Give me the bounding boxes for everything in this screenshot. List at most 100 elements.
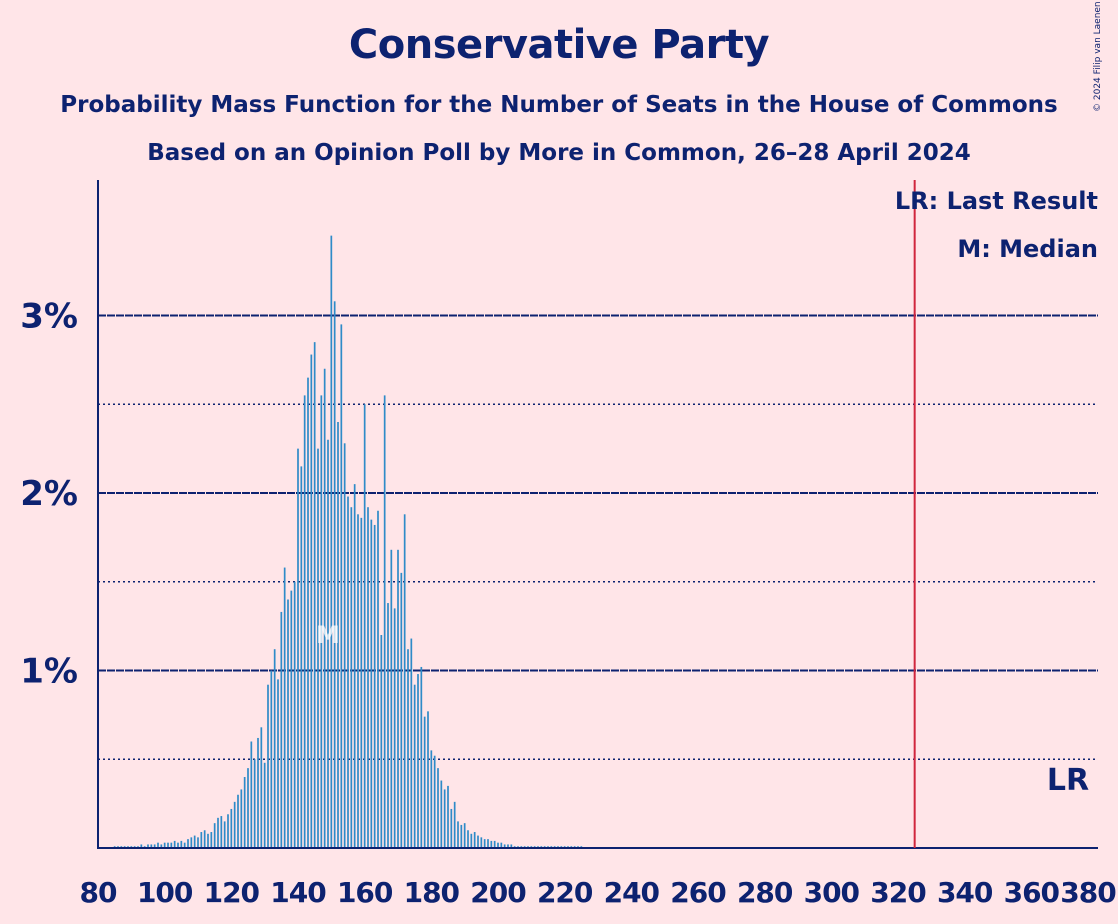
bar-seats-135 xyxy=(280,611,283,848)
bar-seats-97 xyxy=(153,844,156,848)
y-tick-label: 3% xyxy=(20,297,78,337)
bar-seats-134 xyxy=(277,679,279,849)
bar-seats-128 xyxy=(257,737,259,848)
bar-seats-191 xyxy=(467,830,469,848)
x-tick-label: 320 xyxy=(870,876,926,909)
bar-seats-198 xyxy=(490,840,493,848)
x-tick-label: 200 xyxy=(470,876,526,909)
bar-seats-169 xyxy=(393,608,396,849)
bar-seats-98 xyxy=(157,842,159,848)
bar-seats-118 xyxy=(223,821,226,849)
bar-seats-95 xyxy=(147,844,149,848)
bar-seats-141 xyxy=(300,466,303,849)
bar-seats-171 xyxy=(400,572,403,849)
bar-seats-197 xyxy=(487,839,489,849)
x-tick-label: 380 xyxy=(1060,876,1116,909)
bar-seats-120 xyxy=(230,808,233,848)
x-tick-label: 280 xyxy=(737,876,793,909)
bar-seats-172 xyxy=(403,514,406,848)
bar-seats-161 xyxy=(367,507,369,848)
bar-seats-106 xyxy=(183,842,186,848)
bar-seats-145 xyxy=(313,342,316,849)
bar-seats-115 xyxy=(213,823,216,848)
x-tick-label: 80 xyxy=(80,876,117,909)
chart-subtitle-poll: Based on an Opinion Poll by More in Comm… xyxy=(147,140,971,166)
bar-seats-100 xyxy=(163,842,166,848)
bar-seats-129 xyxy=(260,727,263,848)
bar-seats-144 xyxy=(310,354,313,848)
bar-seats-121 xyxy=(233,801,236,848)
bar-seats-143 xyxy=(307,377,309,849)
bar-seats-99 xyxy=(160,844,163,848)
bar-seats-149 xyxy=(327,439,329,848)
bar-seats-175 xyxy=(413,684,416,848)
bar-seats-103 xyxy=(173,840,176,848)
median-marker: M xyxy=(316,621,340,649)
bar-seats-101 xyxy=(167,842,169,848)
bar-seats-136 xyxy=(283,567,286,848)
bar-seats-179 xyxy=(427,711,429,849)
bar-seats-195 xyxy=(480,837,483,848)
bar-seats-192 xyxy=(470,833,473,848)
bar-seats-123 xyxy=(240,789,243,848)
bar-seats-201 xyxy=(500,842,503,848)
x-tick-label: 360 xyxy=(1004,876,1060,909)
bar-seats-204 xyxy=(510,844,513,848)
bar-seats-167 xyxy=(387,603,389,848)
x-tick-label: 140 xyxy=(270,876,326,909)
y-tick-label: 1% xyxy=(20,652,78,692)
chart-title: Conservative Party xyxy=(348,22,770,68)
bar-seats-107 xyxy=(187,839,189,849)
bar-seats-196 xyxy=(483,839,486,849)
bar-seats-127 xyxy=(253,759,256,848)
bar-seats-150 xyxy=(330,235,333,849)
bar-seats-109 xyxy=(193,835,196,849)
bar-seats-162 xyxy=(370,519,373,849)
x-tick-label: 340 xyxy=(937,876,993,909)
x-tick-label: 300 xyxy=(804,876,860,909)
bar-seats-187 xyxy=(453,801,456,848)
bar-seats-155 xyxy=(347,496,349,848)
bar-seats-182 xyxy=(437,768,439,849)
bar-seats-202 xyxy=(503,844,506,848)
bar-seats-112 xyxy=(203,830,206,848)
bar-seats-140 xyxy=(297,448,299,849)
bar-seats-166 xyxy=(383,395,386,848)
bar-seats-168 xyxy=(390,549,393,848)
bar-seats-174 xyxy=(410,638,413,848)
bar-seats-132 xyxy=(270,670,273,848)
bar-seats-193 xyxy=(473,832,476,848)
bar-seats-114 xyxy=(210,832,213,848)
bar-seats-194 xyxy=(477,835,479,849)
bar-seats-122 xyxy=(237,794,239,848)
bar-seats-131 xyxy=(267,684,269,848)
x-tick-label: 220 xyxy=(537,876,593,909)
bar-seats-105 xyxy=(180,840,183,848)
bar-seats-190 xyxy=(463,823,466,848)
bar-seats-117 xyxy=(220,816,223,848)
last-result-label: LR xyxy=(1047,763,1089,798)
y-tick-label: 2% xyxy=(20,474,78,514)
bar-seats-148 xyxy=(323,368,326,848)
bar-seats-180 xyxy=(430,750,433,849)
bar-seats-199 xyxy=(493,840,496,848)
bar-seats-113 xyxy=(207,833,209,848)
bar-seats-181 xyxy=(433,755,436,848)
bar-seats-177 xyxy=(420,666,423,848)
bar-seats-151 xyxy=(333,301,336,848)
bar-seats-146 xyxy=(317,448,319,849)
bar-seats-142 xyxy=(303,395,306,848)
bar-seats-125 xyxy=(247,768,249,849)
bar-seats-186 xyxy=(450,808,453,848)
bar-seats-185 xyxy=(447,785,449,848)
bar-seats-159 xyxy=(360,517,363,848)
x-tick-label: 260 xyxy=(670,876,726,909)
bar-seats-165 xyxy=(380,635,383,848)
bar-seats-178 xyxy=(423,716,426,848)
bar-seats-111 xyxy=(200,832,203,848)
bar-seats-173 xyxy=(407,649,409,848)
bar-seats-154 xyxy=(343,443,346,848)
x-tick-label: 240 xyxy=(604,876,660,909)
bar-seats-160 xyxy=(363,404,366,848)
bar-seats-138 xyxy=(290,590,293,849)
